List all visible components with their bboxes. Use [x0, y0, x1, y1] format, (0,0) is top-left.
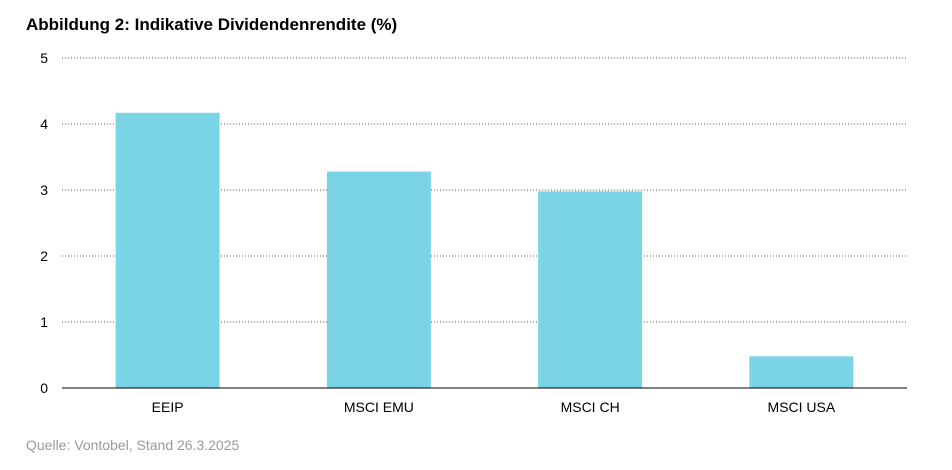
- y-tick-label: 3: [40, 182, 48, 198]
- y-tick-label: 2: [40, 248, 48, 264]
- x-axis-ticks: EEIP MSCI EMU MSCI CH MSCI USA: [152, 399, 836, 415]
- chart-title: Abbildung 2: Indikative Dividendenrendit…: [26, 15, 398, 34]
- y-tick-label: 0: [40, 380, 48, 396]
- bar: [749, 356, 854, 388]
- y-tick-label: 5: [40, 50, 48, 66]
- source-note: Quelle: Vontobel, Stand 26.3.2025: [26, 437, 240, 453]
- y-tick-label: 1: [40, 314, 48, 330]
- bar: [115, 112, 220, 388]
- x-tick-label: MSCI EMU: [344, 399, 414, 415]
- x-tick-label: EEIP: [152, 399, 184, 415]
- bar: [538, 191, 643, 388]
- bars: [115, 112, 854, 388]
- x-tick-label: MSCI CH: [561, 399, 620, 415]
- bar: [326, 171, 431, 388]
- y-tick-label: 4: [40, 116, 48, 132]
- y-axis-ticks: 0 1 2 3 4 5: [40, 50, 48, 396]
- x-tick-label: MSCI USA: [768, 399, 836, 415]
